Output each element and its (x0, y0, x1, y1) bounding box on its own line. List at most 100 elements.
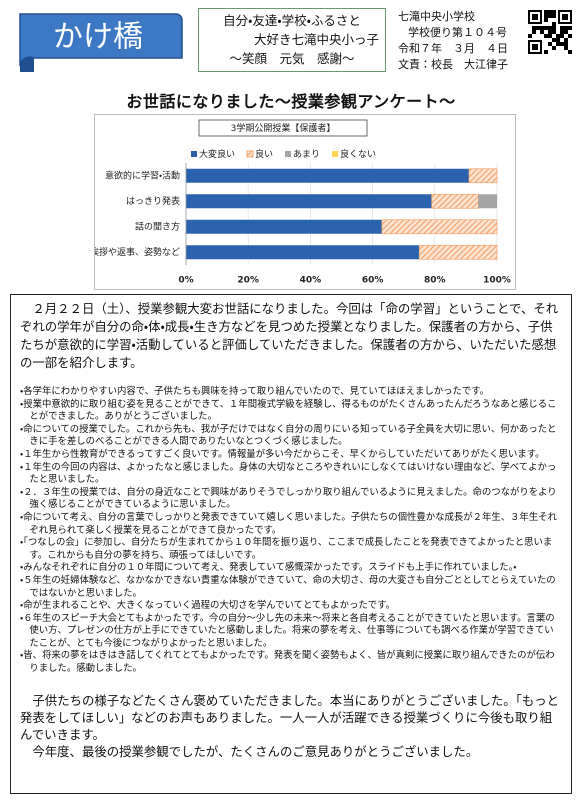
qr-module (552, 38, 556, 42)
qr-module (560, 30, 564, 34)
y-tick-label: 意欲的に学習・活動 (105, 169, 180, 181)
banner: かけ橋 (19, 13, 183, 72)
qr-module (540, 30, 544, 34)
comment: ・授業中意欲的に取り組む姿を見ることができて、１年間複式学級を経験し、得るものが… (20, 398, 557, 423)
qr-module (564, 38, 568, 42)
qr-module (548, 10, 552, 14)
qr-module (532, 44, 538, 50)
x-tick-label: 80% (424, 276, 446, 286)
bar-segment (478, 194, 497, 209)
qr-module (552, 26, 556, 30)
qr-module (560, 34, 564, 38)
qr-module (532, 14, 538, 20)
school-line: 学校便り第１０４号 (408, 26, 507, 39)
closing: 子供たちの様子などたくさん褒めていただきました。本当にありがとうございました。「… (20, 692, 562, 760)
legend-label: 良い (255, 148, 273, 160)
text-box: ２月２２日（土）、授業参観大変お世話になりました。今回は「命の学習」ということで… (10, 294, 572, 794)
comment: ・命が生まれることや、大きくなっていく過程の大切さを学んでいてとてもよかったです… (20, 600, 395, 612)
bar-segment (418, 244, 498, 260)
intro: ２月２２日（土）、授業参観大変お世話になりました。今回は「命の学習」ということで… (20, 301, 559, 370)
comments: ・各学年にわかりやすい内容で、子供たちも興味を持って取り組んでいたので、見ていて… (20, 386, 562, 676)
qr-module (544, 10, 548, 14)
chart-box: 3学期公開授業【保護者】 0% 20% 40% 60% 80% 100% 大変良い 良い あまり… (90, 114, 516, 290)
qr-module (568, 34, 572, 38)
legend-label: 大変良い (199, 148, 235, 160)
x-tick-label: 60% (362, 276, 384, 286)
qr-code (528, 10, 572, 54)
bar-segment (186, 245, 420, 260)
comment: ・命について考え、自分の言葉でしっかりと発表できていて嬉しく思いました。子供たち… (20, 511, 558, 536)
bar-segment (186, 194, 432, 209)
qr-module (560, 42, 564, 46)
comment: ・２．３年生の授業では、自分の身近なことで興味がありそうでしっかり取り組んでいる… (20, 486, 557, 511)
qr-module (568, 50, 572, 54)
comment: ・皆、将来の夢をはきはき話してくれてとてもよかったです。発表を聞く姿勢もよく、皆… (20, 650, 555, 675)
school-line: 七滝中央小学校 (398, 10, 475, 23)
qr-module (548, 42, 552, 46)
comment: ・１年生から性教育ができるってすごく良いです。情報量が多い今だからこそ、早くから… (20, 448, 545, 460)
bar-segment (381, 219, 498, 235)
x-tick-label: 100% (483, 276, 511, 286)
qr-module (548, 34, 552, 38)
qr-module (544, 14, 548, 18)
qr-module (532, 26, 536, 30)
comment: ・「つなしの会」に参加し、自分たちが生まれてから１０年間を振り返り、ここまで成長… (20, 537, 553, 561)
legend-label: あまり (293, 149, 320, 160)
qr-module (536, 26, 540, 30)
y-tick-label: 挨拶や返事、姿勢など (95, 246, 180, 258)
qr-module (564, 26, 568, 30)
chart-title: 3学期公開授業【保護者】 (231, 122, 336, 134)
qr-module (552, 22, 556, 26)
page-title: お世話になりました〜授業参観アンケート〜 (126, 92, 456, 111)
chart: 3学期公開授業【保護者】 0% 20% 40% 60% 80% 100% 大変良い 良い あまり… (90, 119, 511, 286)
x-tick-label: 40% (300, 276, 322, 286)
x-tick-label: 20% (237, 276, 259, 286)
qr-module (560, 26, 564, 30)
qr-module (552, 30, 556, 34)
x-tick-label: 0% (178, 276, 193, 286)
comment: ・１年生の今回の内容は、よかったなと感じました。身体の大切なところやきれいにしな… (20, 461, 557, 486)
y-tick-label: 話の聞き方 (135, 220, 180, 232)
qr-module (544, 26, 548, 30)
motto-box: 自分・友達・学校・ふるさと 大好き七滝中央小っ子 〜笑顔 元気 感謝〜 (198, 8, 386, 72)
comment: ・各学年にわかりやすい内容で、子供たちも興味を持って取り組んでいたので、見ていて… (20, 386, 490, 397)
school-line: 令和７年 ３月 ４日 (398, 42, 508, 55)
legend-swatch (332, 151, 339, 157)
legend-swatch (285, 151, 292, 157)
bar-segment (468, 168, 498, 184)
qr-module (544, 34, 548, 38)
qr-module (544, 50, 548, 54)
school-info: 七滝中央小学校 学校便り第１０４号 令和７年 ３月 ４日 文責：校長 大江律子 (398, 9, 508, 73)
qr-module (562, 14, 568, 20)
qr-module (556, 34, 560, 38)
closing-paragraph: 今年度、最後の授業参観でしたが、たくさんのご意見ありがとうございました。 (32, 743, 479, 759)
chart-title-box (198, 119, 368, 137)
qr-module (540, 26, 544, 30)
y-tick-label: はっきり発表 (126, 195, 180, 207)
qr-module (532, 30, 536, 34)
comment: ・６年生のスピーチ大会とてもよかったです。今の自分〜少し先の未来〜将来と各自考え… (20, 612, 555, 649)
motto-line: 〜笑顔 元気 感謝〜 (229, 51, 355, 66)
comment: ・５年生の妊婦体験など、なかなかできない貴重な体験ができていて、命の大切さ、母の… (20, 574, 556, 599)
qr-module (548, 14, 552, 18)
qr-module (548, 30, 552, 34)
qr-module (564, 46, 568, 50)
school-line: 文責：校長 大江律子 (398, 58, 508, 71)
bar-segment (186, 219, 382, 234)
qr-module (548, 26, 552, 30)
qr-module (564, 42, 568, 46)
qr-module (564, 30, 568, 34)
qr-module (556, 38, 560, 42)
bar-segment (431, 193, 479, 209)
qr-module (552, 10, 556, 14)
banner-title: かけ橋 (53, 20, 143, 55)
comment: ・命についての授業でした。これから先も、我が子だけではなく自分の周りにいる知って… (20, 423, 557, 448)
legend-swatch (246, 150, 254, 158)
motto-line: 大好き七滝中央小っ子 (253, 32, 379, 47)
qr-module (568, 26, 572, 30)
bar-segment (186, 168, 470, 183)
legend-label: 良くない (340, 148, 376, 160)
qr-module (552, 46, 556, 50)
qr-module (528, 34, 532, 38)
